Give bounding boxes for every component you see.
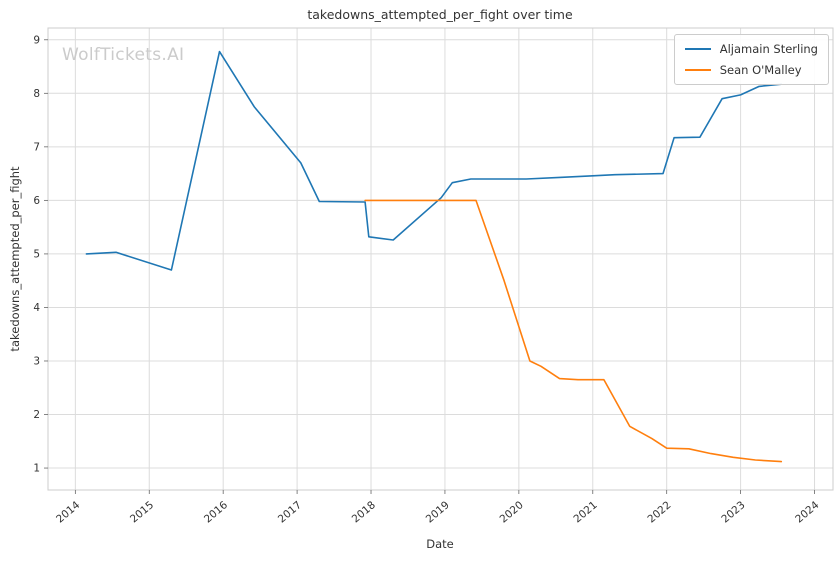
legend-label: Aljamain Sterling xyxy=(719,42,818,56)
x-tick-label: 2018 xyxy=(350,499,378,525)
x-tick-label: 2015 xyxy=(128,499,156,525)
legend-line-swatch xyxy=(684,69,711,71)
y-tick-label: 2 xyxy=(33,409,40,421)
x-tick-label: 2024 xyxy=(793,499,821,526)
x-tick-label: 2016 xyxy=(202,499,230,526)
y-axis-label: takedowns_attempted_per_fight xyxy=(8,166,22,352)
watermark: WolfTickets.AI xyxy=(62,45,185,65)
x-tick-label: 2017 xyxy=(276,499,304,525)
plot-border xyxy=(47,27,834,491)
y-tick-label: 5 xyxy=(33,248,40,260)
x-tick-label: 2023 xyxy=(719,499,747,525)
y-tick-label: 1 xyxy=(33,463,40,475)
x-tick-label: 2021 xyxy=(572,499,600,525)
y-tick-label: 3 xyxy=(33,355,40,367)
x-tick-label: 2014 xyxy=(54,499,82,526)
legend-label: Sean O'Malley xyxy=(719,63,802,77)
series-line-1 xyxy=(364,199,783,463)
legend-item: Aljamain Sterling xyxy=(684,42,818,56)
x-axis-label: Date xyxy=(426,537,454,551)
legend: Aljamain Sterling Sean O'Malley xyxy=(673,34,829,85)
chart-title: takedowns_attempted_per_fight over time xyxy=(307,7,573,22)
x-tick-label: 2019 xyxy=(424,499,452,525)
x-tick-label: 2020 xyxy=(498,499,526,525)
y-tick-label: 9 xyxy=(33,34,40,46)
series-line-0 xyxy=(85,50,783,271)
legend-line-swatch xyxy=(684,48,711,50)
y-tick-label: 4 xyxy=(33,302,40,314)
legend-item: Sean O'Malley xyxy=(684,63,818,77)
y-tick-label: 8 xyxy=(33,88,40,100)
y-tick-label: 7 xyxy=(33,141,40,153)
y-tick-label: 6 xyxy=(33,195,40,207)
x-tick-label: 2022 xyxy=(645,499,673,525)
